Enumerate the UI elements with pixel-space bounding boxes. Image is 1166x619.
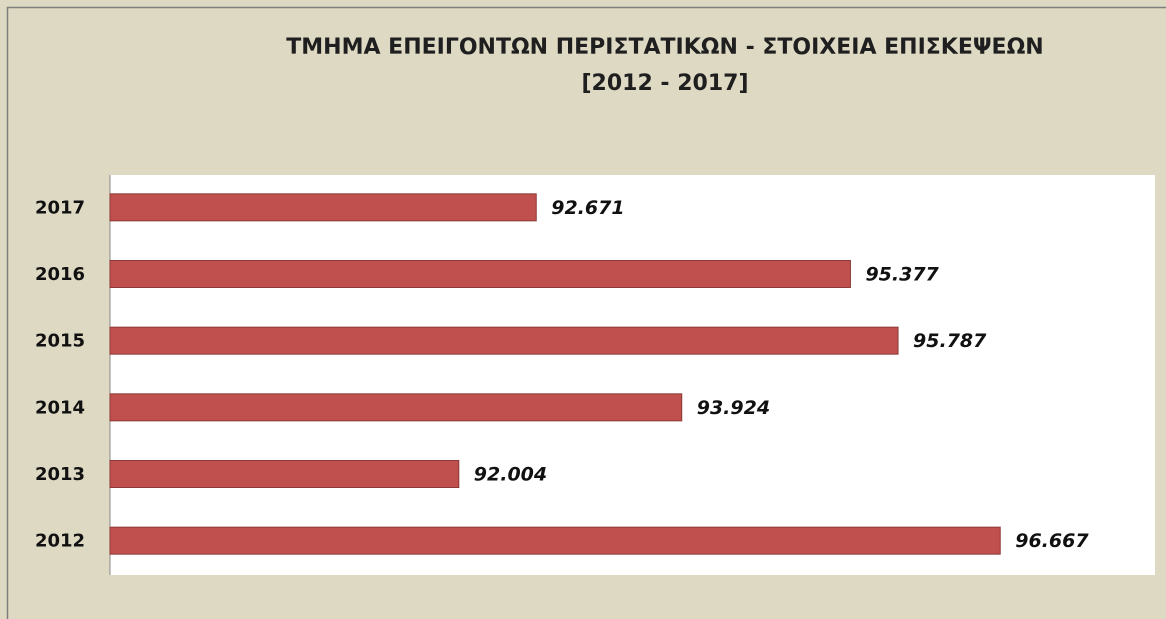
y-tick-label: 2017 [35, 197, 85, 218]
y-tick-label: 2014 [35, 397, 85, 418]
bar [109, 460, 460, 488]
bar [109, 326, 899, 355]
value-label: 93.924 [697, 397, 770, 419]
plot-area [110, 175, 1155, 575]
value-label: 96.667 [1015, 530, 1089, 552]
value-label: 95.787 [913, 330, 987, 352]
y-tick-label: 2013 [35, 464, 85, 485]
frame [6, 6, 1166, 619]
chart-subtitle: [2012 - 2017] [581, 71, 748, 96]
y-tick-label: 2012 [35, 531, 85, 552]
bar [109, 393, 683, 422]
bar [109, 193, 537, 222]
bar [109, 526, 1001, 555]
bar [109, 260, 851, 288]
value-label: 92.004 [474, 464, 547, 486]
y-tick-label: 2015 [35, 331, 85, 352]
chart-title: ΤΜΗΜΑ ΕΠΕΙΓΟΝΤΩΝ ΠΕΡΙΣΤΑΤΙΚΩΝ - ΣΤΟΙΧΕΙΑ… [286, 35, 1043, 60]
value-label: 95.377 [865, 264, 939, 286]
value-label: 92.671 [551, 197, 624, 219]
y-tick-label: 2016 [35, 264, 85, 285]
